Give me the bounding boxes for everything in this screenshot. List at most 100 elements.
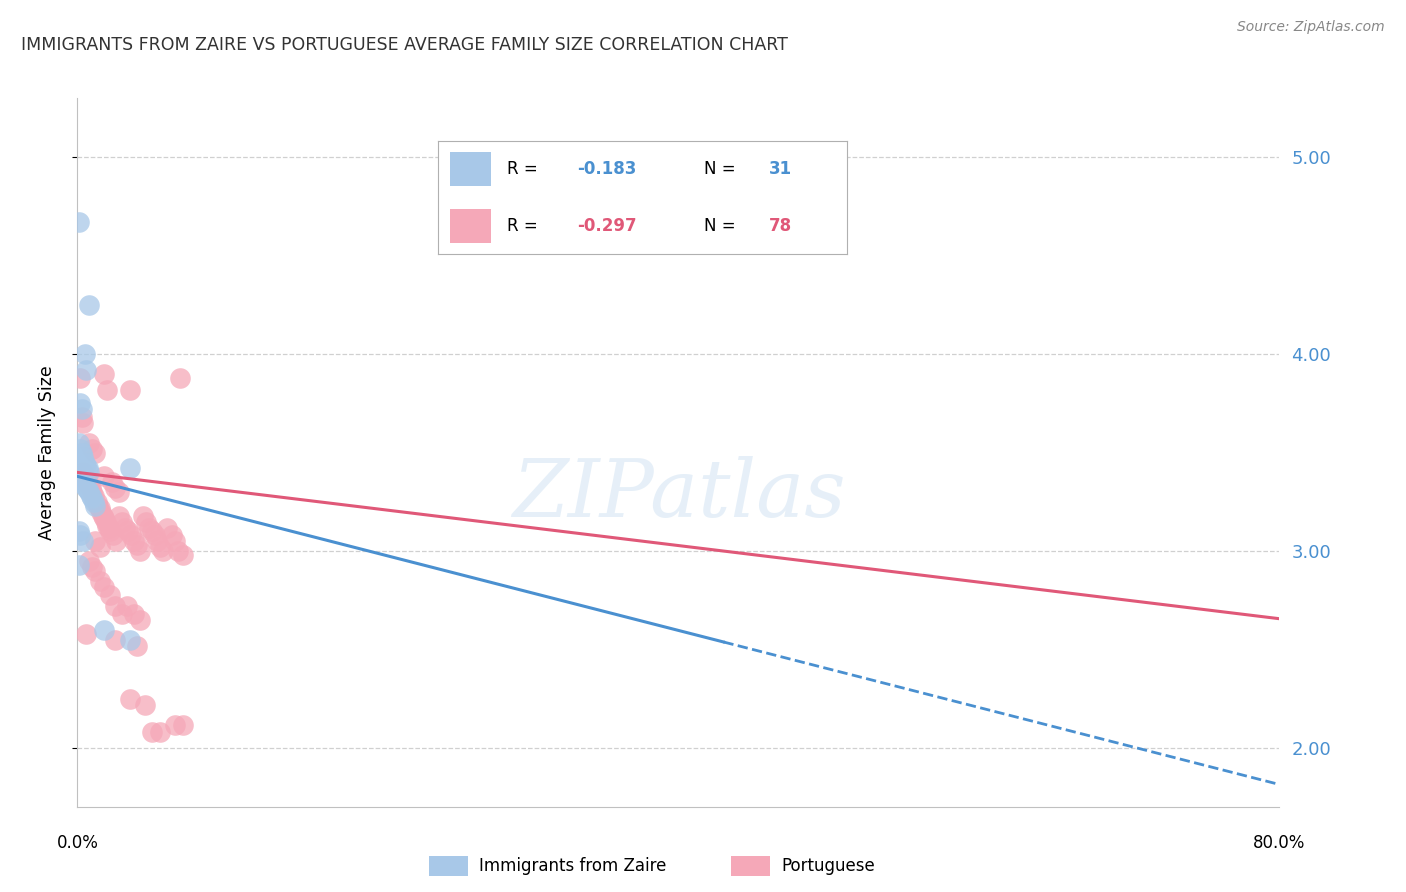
Point (145, 528, 167, 542)
Point (105, 534, 128, 549)
Point (79, 466, 101, 480)
Point (79, 485, 101, 500)
Point (138, 520, 160, 534)
Point (76, 475, 98, 490)
Point (89, 500, 111, 515)
Text: N =: N = (703, 160, 741, 178)
Point (83, 489, 105, 503)
Point (70, 446, 93, 460)
Point (124, 607, 146, 622)
Point (93, 510, 115, 524)
Y-axis label: Average Family Size: Average Family Size (38, 366, 56, 540)
Bar (429, 856, 468, 876)
Point (93, 580, 115, 594)
Point (96, 383, 118, 397)
Point (87, 499, 110, 513)
Point (84, 534, 107, 549)
Point (67, 469, 90, 483)
Text: 0.0%: 0.0% (56, 834, 98, 852)
Point (73, 456, 96, 470)
Text: R =: R = (508, 160, 544, 178)
Point (108, 508, 131, 523)
Point (111, 515, 134, 529)
Point (104, 599, 127, 614)
Text: Portuguese: Portuguese (782, 857, 876, 875)
Point (89, 541, 111, 555)
Point (69, 442, 91, 456)
Point (72, 466, 94, 480)
Point (127, 639, 149, 653)
Point (111, 607, 134, 622)
Point (93, 623, 115, 637)
Point (67, 558, 90, 572)
Point (76, 461, 98, 475)
Point (86, 495, 108, 509)
Bar (731, 856, 770, 876)
Point (70, 410, 93, 425)
Point (135, 515, 157, 529)
Text: IMMIGRANTS FROM ZAIRE VS PORTUGUESE AVERAGE FAMILY SIZE CORRELATION CHART: IMMIGRANTS FROM ZAIRE VS PORTUGUESE AVER… (21, 36, 787, 54)
Point (108, 485, 131, 500)
Point (73, 469, 96, 483)
Point (75, 473, 97, 487)
Point (76, 483, 98, 497)
Point (84, 564, 107, 578)
Point (70, 473, 93, 487)
Point (118, 461, 141, 475)
Point (72, 416, 94, 430)
Point (104, 481, 127, 495)
Bar (450, 209, 491, 243)
Point (127, 538, 149, 552)
Point (94, 515, 117, 529)
Point (89, 574, 111, 588)
Point (117, 524, 139, 539)
Point (75, 363, 97, 377)
Point (82, 442, 104, 456)
Point (91, 508, 114, 523)
Point (118, 632, 141, 647)
Point (90, 505, 112, 519)
Point (134, 698, 156, 712)
Text: N =: N = (703, 217, 741, 235)
Point (75, 459, 97, 474)
Point (67, 215, 90, 229)
Point (141, 524, 163, 539)
Point (163, 717, 186, 731)
Point (169, 371, 191, 385)
Point (93, 367, 115, 381)
Point (72, 450, 94, 464)
Point (141, 725, 163, 739)
Point (124, 534, 146, 549)
Bar (450, 152, 491, 186)
Point (100, 587, 122, 601)
Text: -0.183: -0.183 (576, 160, 637, 178)
Point (80, 489, 103, 503)
Point (79, 435, 101, 450)
Text: Immigrants from Zaire: Immigrants from Zaire (479, 857, 666, 875)
Point (82, 560, 104, 574)
Point (152, 544, 174, 558)
Point (73, 347, 96, 361)
Point (172, 548, 194, 562)
Text: R =: R = (508, 217, 544, 235)
Point (75, 627, 97, 641)
Text: -0.297: -0.297 (576, 217, 637, 235)
Point (118, 383, 141, 397)
Text: 31: 31 (769, 160, 792, 178)
Point (149, 541, 172, 555)
Point (103, 528, 125, 542)
Point (129, 544, 152, 558)
Point (82, 491, 104, 505)
Point (69, 528, 91, 542)
Point (69, 396, 91, 410)
Point (101, 475, 124, 490)
Point (93, 469, 115, 483)
Text: Source: ZipAtlas.com: Source: ZipAtlas.com (1237, 20, 1385, 34)
Text: ZIPatlas: ZIPatlas (512, 457, 845, 534)
Point (84, 499, 107, 513)
Point (132, 508, 155, 523)
Point (97, 520, 120, 534)
Point (114, 520, 136, 534)
Point (69, 471, 91, 485)
Point (67, 524, 90, 539)
